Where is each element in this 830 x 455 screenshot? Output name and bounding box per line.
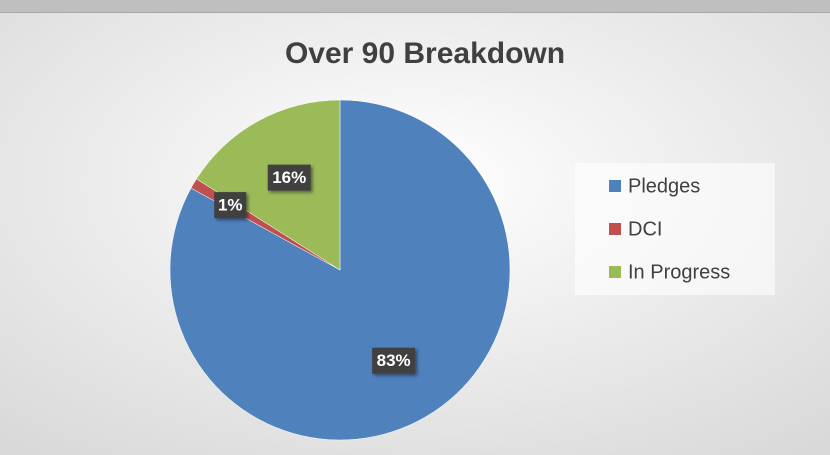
data-label-box (214, 192, 247, 219)
legend-swatch (609, 180, 621, 192)
legend-label: Pledges (628, 175, 700, 197)
data-label-box (267, 164, 311, 191)
top-strip (0, 0, 830, 12)
chart-title: Over 90 Breakdown (285, 37, 565, 70)
legend: Pledges DCI In Progress (609, 175, 730, 283)
legend-swatch (609, 223, 621, 235)
legend-label: DCI (628, 218, 662, 240)
data-label: 16% (272, 168, 306, 187)
legend-label: In Progress (628, 261, 730, 283)
data-label: 1% (218, 196, 243, 215)
pie: 83% 1% 16% (169, 99, 511, 441)
pie-slice (169, 99, 511, 441)
data-label-box (372, 347, 416, 374)
legend-swatch (609, 266, 621, 278)
legend-box (575, 163, 775, 295)
top-border (0, 12, 830, 13)
data-label: 83% (377, 351, 411, 370)
